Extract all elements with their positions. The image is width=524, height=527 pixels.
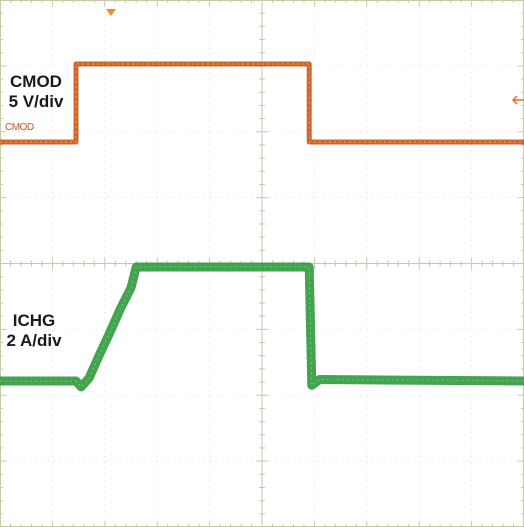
channel-1-scale: 5 V/div <box>8 92 64 111</box>
channel-1-name: CMOD <box>10 72 62 91</box>
trigger-position-marker <box>106 9 116 16</box>
channel-2-label: ICHG 2 A/div <box>4 311 64 351</box>
trace-noise-ichg <box>0 266 524 388</box>
channel-1-label: CMOD 5 V/div <box>6 72 66 112</box>
trace-noise-cmod <box>0 63 524 143</box>
trigger-level-marker <box>511 95 524 105</box>
channel-2-scale: 2 A/div <box>6 331 62 350</box>
channel-1-marker: CMOD <box>5 122 34 133</box>
traces <box>0 61 524 392</box>
channel-2-name: ICHG <box>12 311 56 330</box>
